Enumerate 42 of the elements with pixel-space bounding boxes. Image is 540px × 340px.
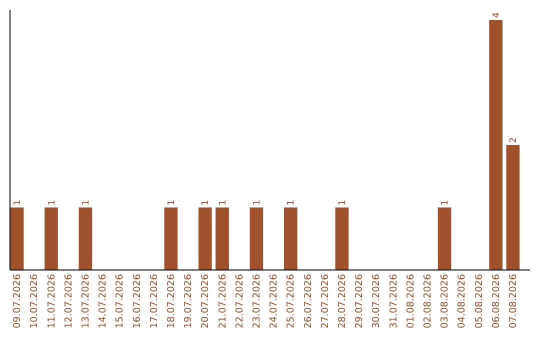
x-tick-label: 23.07.2026 — [251, 274, 262, 328]
x-tick-label: 17.07.2026 — [148, 274, 160, 328]
x-tick-label: 27.07.2026 — [320, 274, 331, 328]
x-tick-label: 21.07.2026 — [217, 274, 228, 328]
x-tick-label: 30.07.2026 — [371, 274, 382, 328]
x-tick-label: 24.07.2026 — [268, 274, 280, 328]
x-tick-label: 03.08.2026 — [440, 274, 451, 328]
x-tick-label: 10.07.2026 — [29, 274, 40, 328]
x-tick-label: 31.07.2026 — [388, 274, 400, 328]
data-label: 1 — [252, 200, 262, 206]
x-tick-label: 22.07.2026 — [234, 274, 246, 328]
data-label: 1 — [47, 200, 58, 206]
x-tick-label: 06.08.2026 — [490, 274, 502, 328]
x-tick-label: 15.07.2026 — [114, 274, 126, 328]
x-tick-label: 20.07.2026 — [200, 274, 212, 328]
x-tick-label: 01.08.2026 — [405, 274, 416, 328]
x-tick-label: 18.07.2026 — [166, 274, 177, 328]
x-tick-label: 29.07.2026 — [354, 274, 366, 328]
data-label: 1 — [338, 200, 348, 206]
data-label: 1 — [286, 200, 297, 206]
x-tick-label: 02.08.2026 — [422, 274, 434, 328]
x-tick-label: 07.08.2026 — [508, 274, 519, 328]
x-tick-label: 12.07.2026 — [63, 274, 74, 328]
x-tick-label: 25.07.2026 — [286, 274, 297, 328]
x-tick-label: 14.07.2026 — [98, 274, 109, 328]
x-tick-label: 05.08.2026 — [474, 274, 485, 328]
data-label: 1 — [218, 200, 228, 206]
x-tick-label: 16.07.2026 — [132, 274, 143, 328]
data-label: 1 — [13, 200, 24, 206]
data-label: 1 — [201, 200, 212, 206]
data-label: 4 — [492, 12, 502, 18]
data-label: 1 — [440, 200, 451, 206]
data-label: 2 — [508, 137, 519, 143]
x-tick-label: 28.07.2026 — [336, 274, 348, 328]
x-tick-label: 11.07.2026 — [46, 274, 58, 328]
x-tick-label: 19.07.2026 — [183, 274, 194, 328]
x-tick-label: 26.07.2026 — [302, 274, 314, 328]
data-label: 1 — [81, 200, 92, 206]
x-tick-label: 09.07.2026 — [12, 274, 24, 328]
x-tick-label: 13.07.2026 — [80, 274, 92, 328]
x-tick-label: 04.08.2026 — [456, 274, 468, 328]
data-label: 1 — [166, 200, 177, 206]
